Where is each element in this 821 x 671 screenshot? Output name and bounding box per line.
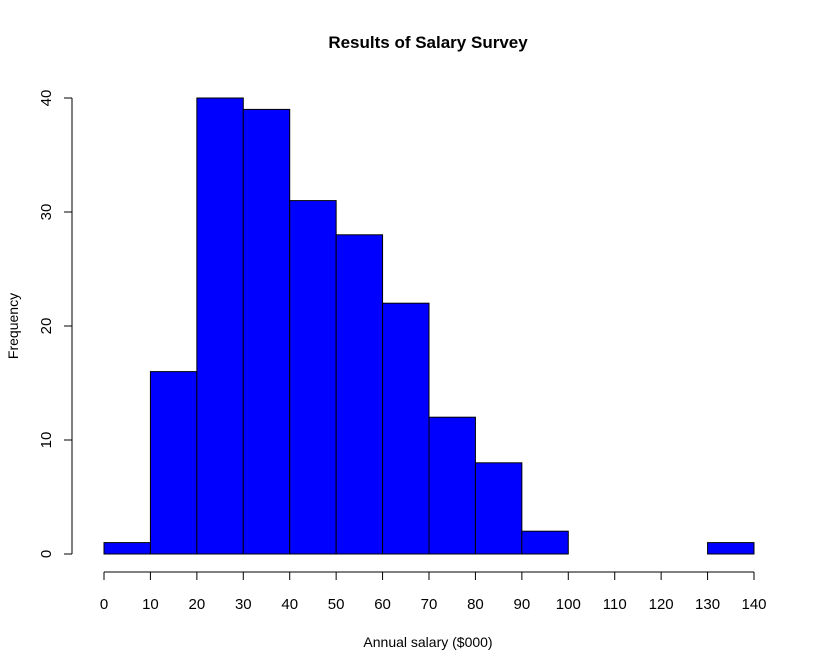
x-tick-label-50: 50 [328,596,345,613]
histogram-bar-80-90 [474,462,523,555]
y-tick-label-20: 20 [38,318,55,335]
x-tick-label-90: 90 [514,596,531,613]
chart-title: Results of Salary Survey [328,33,528,52]
x-tick-label-80: 80 [467,596,484,613]
histogram-bar-0-10 [103,542,151,555]
x-ticks-group: 0 10 20 30 40 50 60 70 80 90 100 110 120 130 140 [100,572,767,613]
x-tick-label-30: 30 [235,596,252,613]
x-tick-label-140: 140 [741,596,766,613]
histogram-bar-40-50 [289,200,337,555]
histogram-bar-10-20 [149,371,198,555]
x-tick-label-130: 130 [695,596,720,613]
histogram-bar-60-70 [382,302,430,555]
x-tick-label-60: 60 [374,596,391,613]
histogram-bar-90-100 [521,530,569,555]
bars-group [103,97,755,555]
histogram-bar-50-60 [335,234,384,555]
x-tick-label-100: 100 [556,596,581,613]
x-tick-label-110: 110 [603,596,627,613]
histogram-bar-70-80 [428,416,476,555]
y-tick-label-40: 40 [38,90,55,107]
x-axis-label: Annual salary ($000) [363,634,492,650]
histogram-bar-30-40 [242,108,291,555]
x-tick-label-70: 70 [421,596,438,613]
histogram-bar-20-30 [196,97,244,555]
x-tick-label-120: 120 [649,596,674,613]
x-tick-label-40: 40 [281,596,298,613]
x-tick-label-10: 10 [142,596,159,613]
x-tick-label-0: 0 [100,596,108,613]
y-tick-label-30: 30 [38,204,55,221]
x-tick-label-20: 20 [189,596,206,613]
y-tick-label-10: 10 [38,432,55,449]
histogram-bar-130-140 [707,542,755,555]
y-tick-label-0: 0 [38,550,55,558]
y-ticks-group: 0 10 20 30 40 [38,90,72,558]
y-axis-label: Frequency [5,293,21,359]
